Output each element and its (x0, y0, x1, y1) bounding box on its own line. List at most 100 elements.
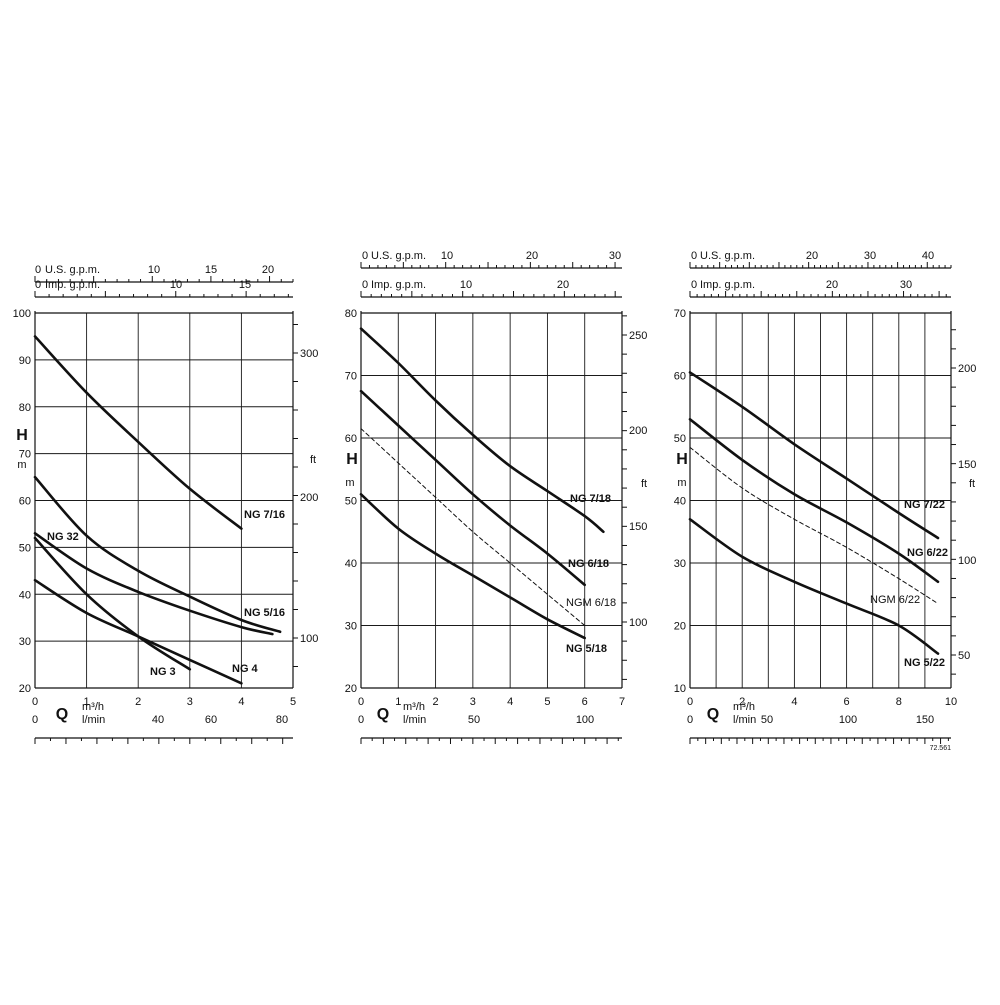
x_impgpm-tick-label: 20 (826, 279, 838, 291)
x_usgpm-tick-label: 0 (691, 250, 697, 262)
figure-code: 72.561 (930, 745, 952, 752)
x_impgpm-unit-label: Imp. g.p.m. (45, 279, 100, 291)
y-axis-letter: H (16, 427, 28, 444)
x-axis-letter: Q (377, 706, 389, 723)
y-tick-label: 60 (674, 371, 686, 383)
series-label-ng-5-22: NG 5/22 (904, 657, 945, 669)
x-tick-label: 2 (433, 696, 439, 708)
ft-axis-unit: ft (641, 478, 647, 490)
series-label-ngm-6-18: NGM 6/18 (566, 597, 616, 609)
series-label-ng-6-18: NG 6/18 (568, 558, 609, 570)
series-label-ng-32: NG 32 (47, 531, 79, 543)
lmin-tick-label: 40 (152, 714, 164, 726)
x_impgpm-tick-label: 10 (170, 279, 182, 291)
x_impgpm-tick-label: 20 (557, 279, 569, 291)
lmin-axis-unit: l/min (733, 714, 756, 726)
x-tick-label: 1 (84, 696, 90, 708)
x-tick-label: 0 (358, 696, 364, 708)
x-tick-label: 4 (791, 696, 797, 708)
x_usgpm-tick-label: 0 (35, 264, 41, 276)
x-tick-label: 7 (619, 696, 625, 708)
x_usgpm-tick-label: 20 (526, 250, 538, 262)
series-label-ngm-6-22: NGM 6/22 (870, 594, 920, 606)
series-line-ng-5-18 (359, 493, 586, 640)
series-line-ng-32 (33, 532, 274, 636)
y-tick-label: 80 (345, 308, 357, 320)
x_usgpm-unit-label: U.S. g.p.m. (45, 264, 100, 276)
ft-tick-label: 150 (629, 521, 647, 533)
x_usgpm-tick-label: 15 (205, 264, 217, 276)
y-tick-label: 30 (345, 621, 357, 633)
lmin-tick-label: 100 (576, 714, 594, 726)
x-tick-label: 3 (187, 696, 193, 708)
x_usgpm-tick-label: 0 (362, 250, 368, 262)
x-tick-label: 6 (844, 696, 850, 708)
y-tick-label: 30 (19, 636, 31, 648)
x-tick-label: 3 (470, 696, 476, 708)
x-axis-unit: m³/h (733, 701, 755, 713)
series-line-ng-7-18 (359, 327, 605, 534)
x_usgpm-unit-label: U.S. g.p.m. (700, 250, 755, 262)
x-axis-unit: m³/h (403, 701, 425, 713)
y-axis-letter: H (676, 451, 688, 468)
y-tick-label: 40 (345, 558, 357, 570)
series-line-ng-6-22 (688, 418, 940, 584)
x-tick-label: 5 (290, 696, 296, 708)
series-label-ng-7-18: NG 7/18 (570, 493, 611, 505)
y-axis-unit: m (345, 477, 354, 489)
y-axis-unit: m (17, 459, 26, 471)
y-tick-label: 40 (674, 496, 686, 508)
x_impgpm-tick-label: 0 (362, 279, 368, 291)
x-axis-letter: Q (707, 706, 719, 723)
lmin-tick-label: 50 (468, 714, 480, 726)
series-label-ng-7-16: NG 7/16 (244, 509, 285, 521)
x_usgpm-unit-label: U.S. g.p.m. (371, 250, 426, 262)
x-tick-label: 8 (896, 696, 902, 708)
x_impgpm-tick-label: 0 (691, 279, 697, 291)
x_impgpm-unit-label: Imp. g.p.m. (700, 279, 755, 291)
series-label-ng-3: NG 3 (150, 666, 176, 678)
series-label-ng-5-18: NG 5/18 (566, 643, 607, 655)
x-tick-label: 10 (945, 696, 957, 708)
ft-tick-label: 100 (629, 617, 647, 629)
series-line-ng-5-22 (688, 518, 940, 655)
lmin-tick-label: 100 (839, 714, 857, 726)
series-label-ng-6-22: NG 6/22 (907, 547, 948, 559)
series-line-ngm-6-18 (360, 428, 586, 626)
lmin-tick-label: 0 (358, 714, 364, 726)
ft-tick-label: 150 (958, 459, 976, 471)
y-tick-label: 80 (19, 402, 31, 414)
series-line-ngm-6-22 (689, 446, 939, 605)
x_impgpm-tick-label: 10 (460, 279, 472, 291)
ft-tick-label: 200 (300, 492, 318, 504)
y-tick-label: 70 (19, 449, 31, 461)
y-tick-label: 70 (674, 308, 686, 320)
x-tick-label: 2 (739, 696, 745, 708)
x-axis-letter: Q (56, 706, 68, 723)
series-line-ng-3 (33, 536, 192, 671)
series-line-ng-7-22 (688, 371, 940, 540)
y-tick-label: 40 (19, 589, 31, 601)
x-tick-label: 4 (507, 696, 513, 708)
x-tick-label: 4 (238, 696, 244, 708)
ft-tick-label: 100 (958, 555, 976, 567)
lmin-tick-label: 0 (687, 714, 693, 726)
x_impgpm-unit-label: Imp. g.p.m. (371, 279, 426, 291)
lmin-tick-label: 60 (205, 714, 217, 726)
series-line-ng-7-16 (33, 335, 243, 530)
ft-tick-label: 50 (958, 650, 970, 662)
lmin-tick-label: 50 (761, 714, 773, 726)
lmin-tick-label: 0 (32, 714, 38, 726)
y-tick-label: 50 (19, 542, 31, 554)
x-tick-label: 0 (687, 696, 693, 708)
y-tick-label: 20 (674, 621, 686, 633)
x-tick-label: 5 (544, 696, 550, 708)
series-line-ng-5-16 (33, 475, 282, 634)
y-tick-label: 60 (345, 433, 357, 445)
x-tick-label: 2 (135, 696, 141, 708)
series-label-ng-7-22: NG 7/22 (904, 499, 945, 511)
y-tick-label: 10 (674, 683, 686, 695)
series-label-ng-5-16: NG 5/16 (244, 607, 285, 619)
